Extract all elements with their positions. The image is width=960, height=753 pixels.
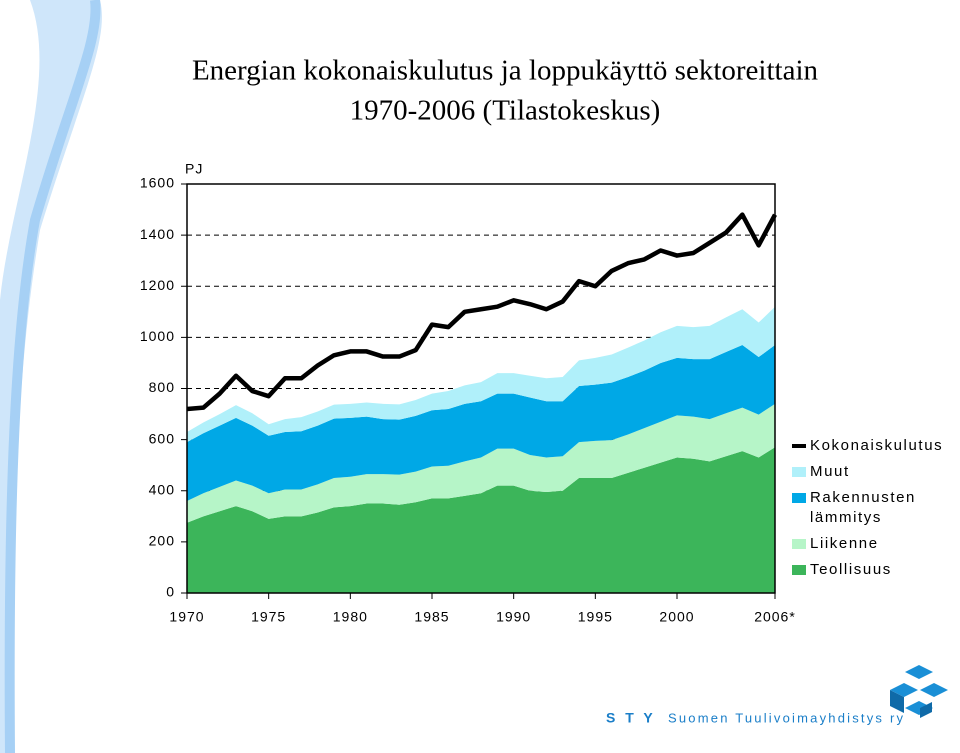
x-tick-label: 1995 — [578, 609, 613, 625]
legend-item: Liikenne — [792, 534, 960, 554]
y-tick-label: 600 — [149, 430, 175, 446]
legend-label: Kokonaiskulutus — [810, 437, 944, 454]
area — [187, 306, 775, 443]
area — [187, 345, 775, 501]
area — [187, 403, 775, 523]
y-tick-label: 1600 — [140, 175, 175, 191]
plot-frame — [186, 183, 776, 594]
legend-swatch — [792, 539, 806, 549]
legend-label: Muut — [810, 463, 850, 480]
y-tick-label: 400 — [149, 481, 175, 497]
legend-item: Teollisuus — [792, 560, 960, 580]
y-tick-label: 800 — [149, 379, 175, 395]
logo-mark — [890, 665, 948, 718]
legend-swatch — [792, 493, 806, 503]
legend-item: Muut — [792, 462, 960, 482]
legend-label: Rakennusten lämmitys — [810, 489, 916, 526]
x-tick-label: 2006* — [754, 609, 796, 625]
chart-title: Energian kokonaiskulutus ja loppukäyttö … — [192, 55, 819, 87]
logo-name: Suomen Tuulivoimayhdistys ry — [668, 710, 905, 725]
decoration — [0, 0, 102, 753]
y-tick-label: 1200 — [140, 277, 175, 293]
logo-short: S T Y — [606, 710, 656, 726]
x-tick-label: 2000 — [659, 609, 694, 625]
y-axis-label: PJ — [185, 161, 203, 177]
legend-item: Kokonaiskulutus — [792, 436, 960, 456]
x-tick-label: 1970 — [169, 609, 204, 625]
line — [186, 212, 777, 412]
legend-swatch — [792, 444, 806, 448]
legend-swatch — [792, 565, 806, 575]
y-tick-label: 0 — [166, 584, 175, 600]
x-tick-label: 1975 — [251, 609, 286, 625]
legend-label: Liikenne — [810, 535, 879, 552]
chart-subtitle: 1970-2006 (Tilastokeskus) — [350, 95, 661, 127]
x-tick-label: 1990 — [496, 609, 531, 625]
decoration — [4, 0, 101, 753]
x-tick-label: 1985 — [414, 609, 449, 625]
legend-swatch — [792, 467, 806, 477]
legend-label: Teollisuus — [810, 561, 892, 578]
y-tick-label: 200 — [149, 533, 175, 549]
y-tick-label: 1400 — [140, 226, 175, 242]
legend: Kokonaiskulutus Muut Rakennusten lämmitys L… — [792, 436, 960, 586]
area — [187, 447, 775, 593]
y-tick-label: 1000 — [140, 328, 175, 344]
legend-item: Rakennusten lämmitys — [792, 488, 960, 528]
x-tick-label: 1980 — [333, 609, 368, 625]
